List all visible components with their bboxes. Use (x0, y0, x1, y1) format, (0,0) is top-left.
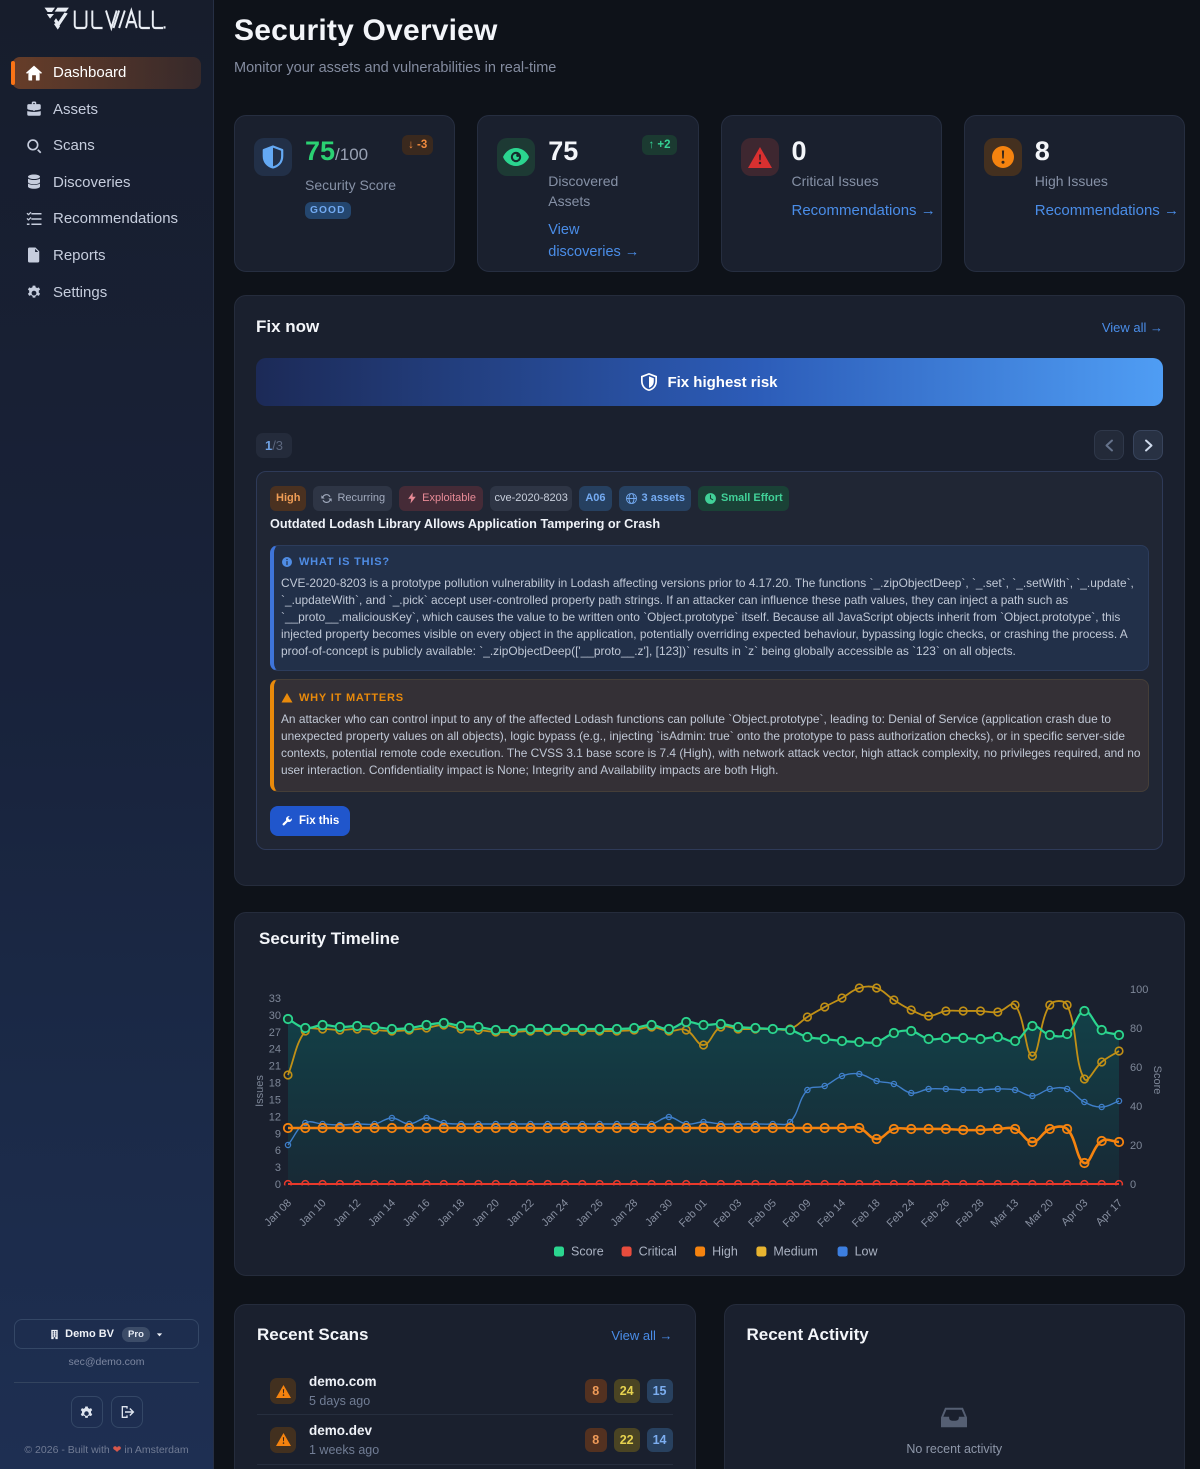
svg-text:40: 40 (1130, 1101, 1142, 1113)
svg-text:9: 9 (275, 1128, 281, 1140)
svg-text:30: 30 (269, 1010, 281, 1022)
svg-text:15: 15 (269, 1095, 281, 1107)
svg-text:Jan 30: Jan 30 (643, 1197, 675, 1229)
svg-text:100: 100 (1130, 984, 1148, 996)
svg-text:Feb 05: Feb 05 (746, 1197, 779, 1230)
svg-text:Apr 17: Apr 17 (1094, 1197, 1125, 1228)
svg-text:Jan 22: Jan 22 (505, 1197, 537, 1229)
svg-text:Feb 24: Feb 24 (885, 1197, 918, 1230)
svg-text:Mar 20: Mar 20 (1023, 1197, 1056, 1230)
svg-text:Jan 24: Jan 24 (539, 1197, 571, 1229)
svg-text:Feb 09: Feb 09 (781, 1197, 814, 1230)
svg-text:80: 80 (1130, 1023, 1142, 1035)
svg-text:21: 21 (269, 1061, 281, 1073)
svg-text:Feb 01: Feb 01 (677, 1197, 710, 1230)
svg-text:Jan 12: Jan 12 (331, 1197, 363, 1229)
svg-text:Apr 03: Apr 03 (1059, 1197, 1090, 1228)
svg-text:12: 12 (269, 1111, 281, 1123)
svg-text:Score: Score (1151, 1066, 1163, 1095)
svg-text:Feb 26: Feb 26 (919, 1197, 952, 1230)
svg-text:Low: Low (855, 1245, 879, 1259)
svg-text:33: 33 (269, 993, 281, 1005)
svg-text:Medium: Medium (773, 1245, 817, 1259)
svg-text:3: 3 (275, 1162, 281, 1174)
svg-text:20: 20 (1130, 1140, 1142, 1152)
svg-text:24: 24 (269, 1044, 281, 1056)
svg-text:Jan 28: Jan 28 (608, 1197, 640, 1229)
svg-text:Issues: Issues (254, 1075, 266, 1107)
svg-text:Critical: Critical (639, 1245, 677, 1259)
svg-text:Feb 28: Feb 28 (954, 1197, 987, 1230)
svg-text:Feb 03: Feb 03 (712, 1197, 745, 1230)
svg-text:60: 60 (1130, 1062, 1142, 1074)
svg-text:Jan 26: Jan 26 (574, 1197, 606, 1229)
svg-text:Jan 18: Jan 18 (435, 1197, 467, 1229)
svg-text:18: 18 (269, 1078, 281, 1090)
svg-text:Jan 16: Jan 16 (401, 1197, 433, 1229)
svg-text:Feb 14: Feb 14 (815, 1197, 848, 1230)
svg-text:Score: Score (571, 1245, 604, 1259)
svg-text:0: 0 (1130, 1179, 1136, 1191)
svg-text:High: High (712, 1245, 738, 1259)
svg-text:Jan 08: Jan 08 (262, 1197, 294, 1229)
svg-text:Jan 10: Jan 10 (297, 1197, 329, 1229)
svg-text:Jan 14: Jan 14 (366, 1197, 398, 1229)
svg-text:6: 6 (275, 1145, 281, 1157)
svg-text:27: 27 (269, 1027, 281, 1039)
svg-text:Jan 20: Jan 20 (470, 1197, 502, 1229)
svg-text:Mar 13: Mar 13 (989, 1197, 1022, 1230)
svg-text:Feb 18: Feb 18 (850, 1197, 883, 1230)
svg-text:0: 0 (275, 1179, 281, 1191)
